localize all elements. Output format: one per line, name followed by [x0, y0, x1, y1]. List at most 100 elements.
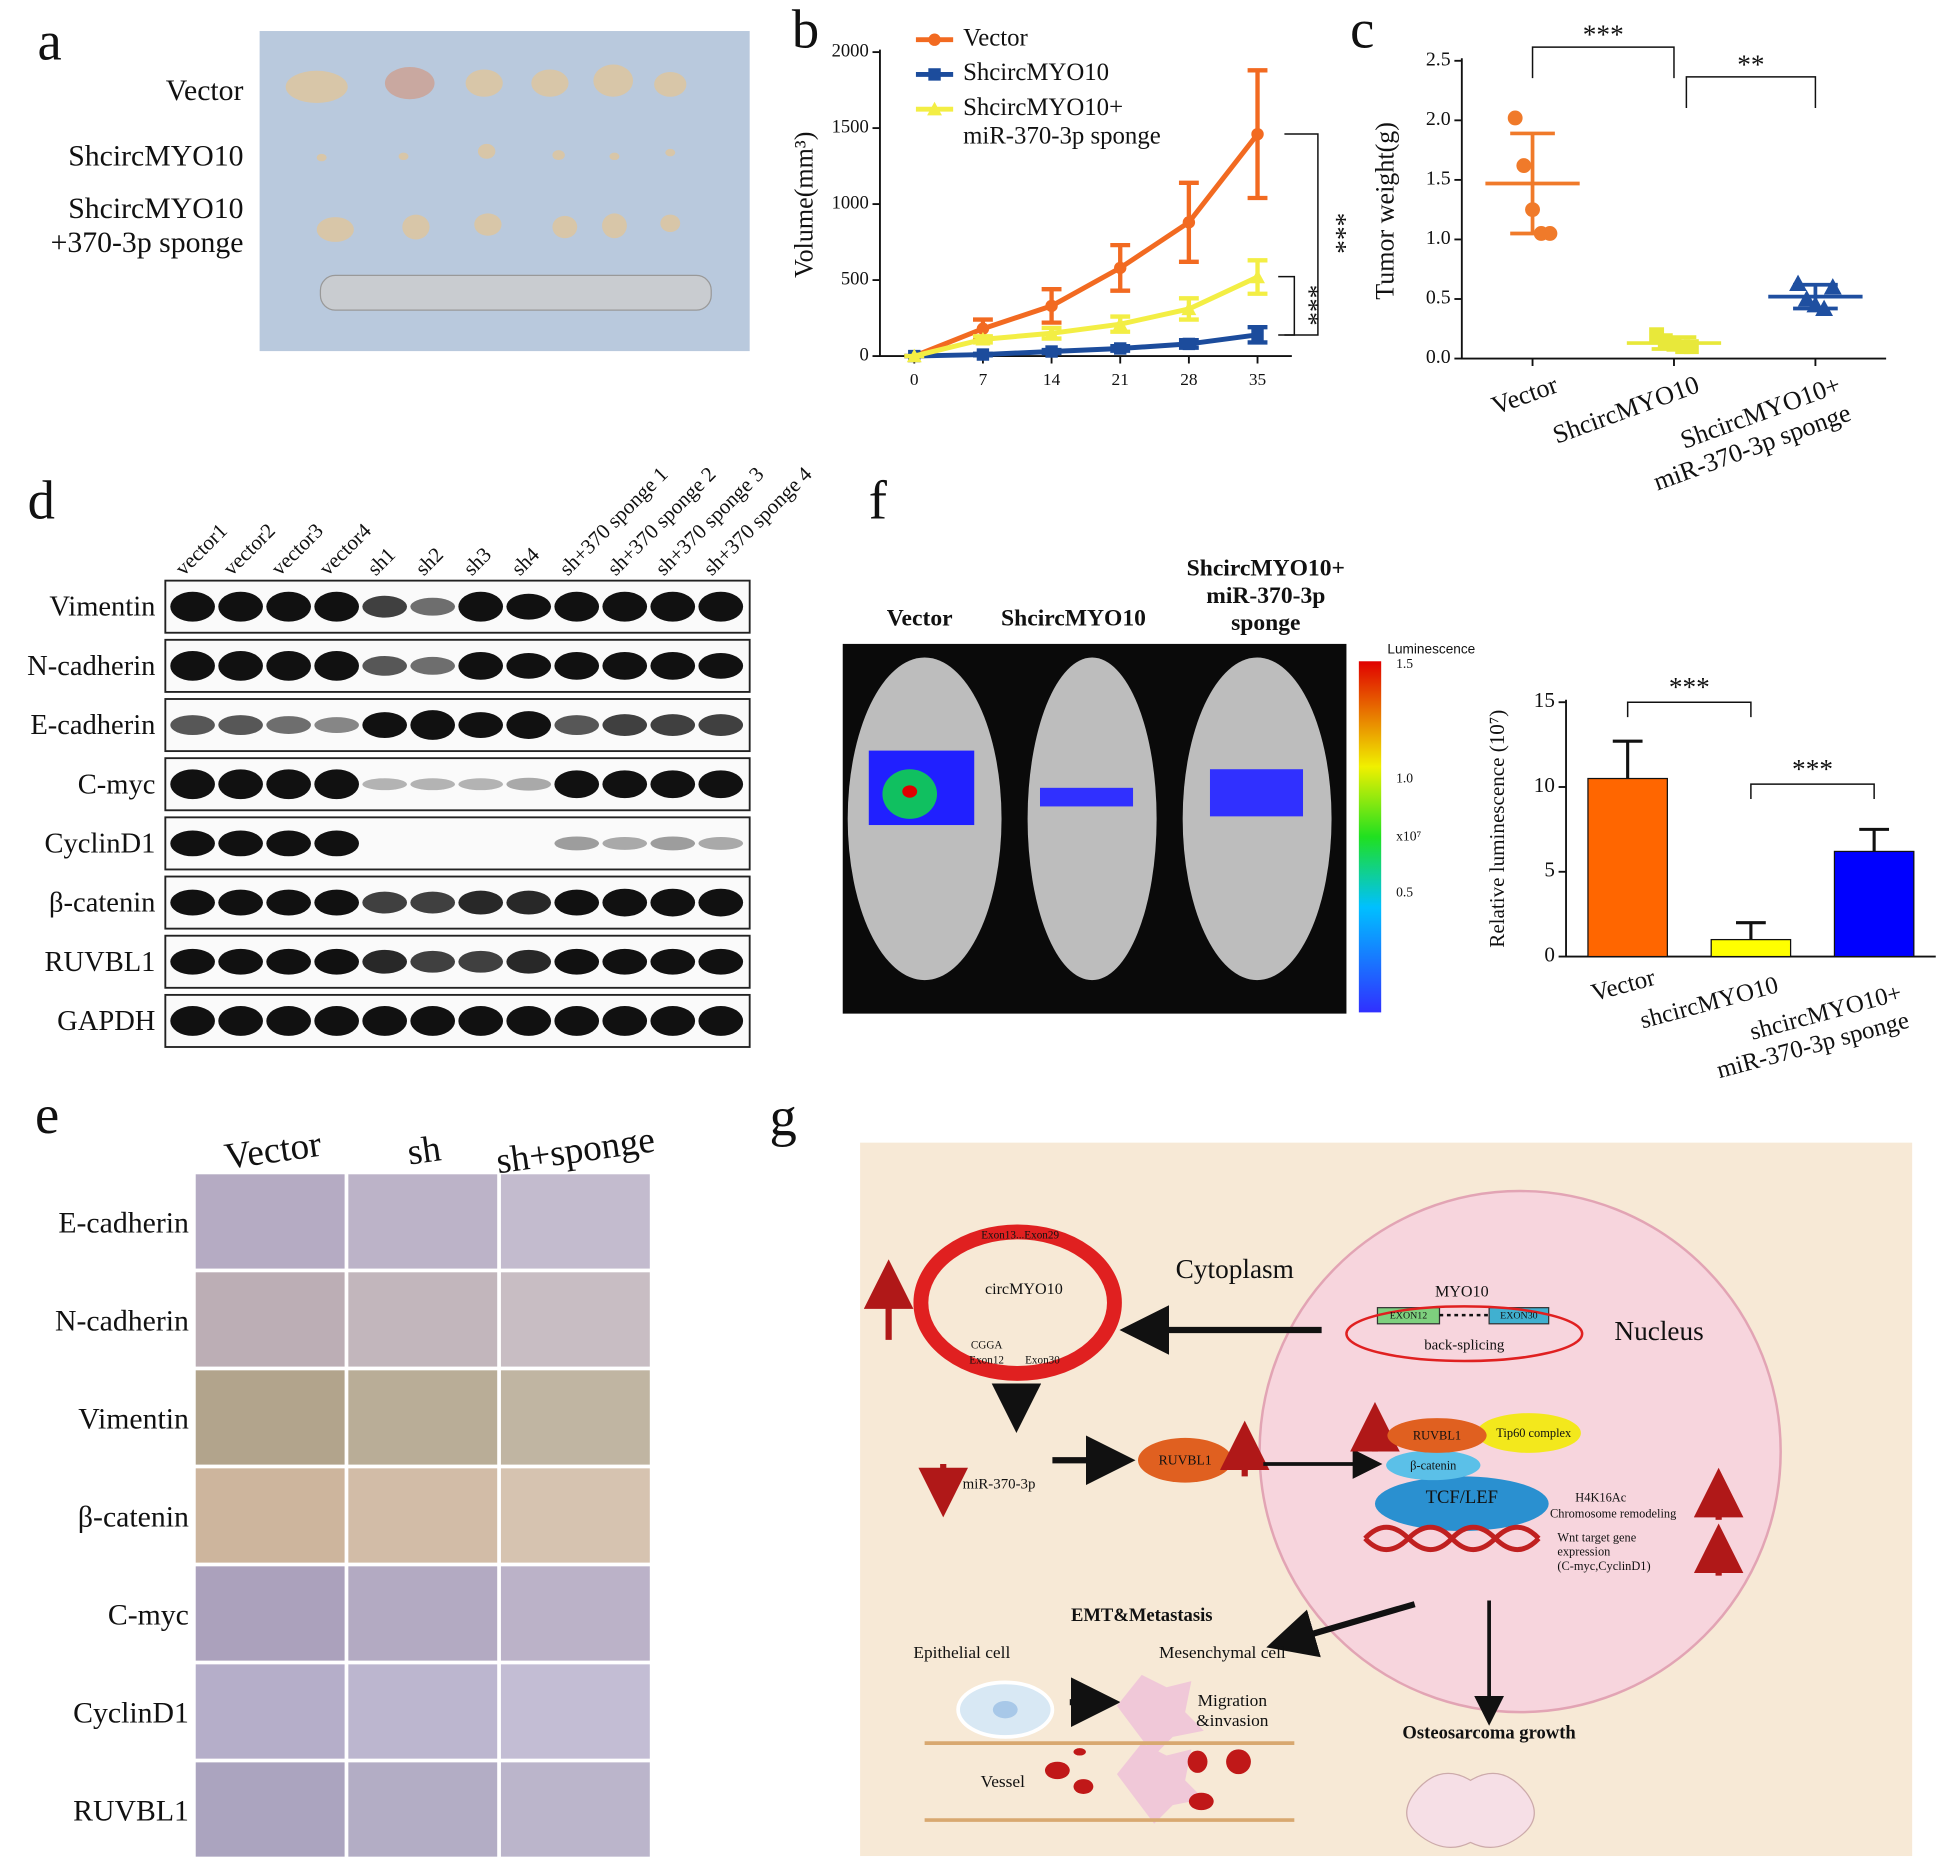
- y-tick-label: 1500: [832, 116, 869, 137]
- bracket: [1531, 46, 1675, 79]
- band: [266, 591, 311, 622]
- band: [362, 949, 408, 974]
- y-tick-label: 0: [1544, 942, 1555, 966]
- band: [698, 888, 744, 917]
- annotation: ***: [1669, 672, 1710, 702]
- circ-rna: [913, 1224, 1122, 1381]
- label: Wnt target gene expression (C-myc,CyclinD1…: [1557, 1530, 1650, 1573]
- band: [650, 770, 696, 799]
- annotation: **: [1737, 49, 1764, 79]
- ihc-tile: [347, 1369, 499, 1466]
- panel-label: a: [38, 11, 62, 72]
- band: [218, 948, 263, 975]
- text-line: miR-370-3p: [1206, 583, 1325, 609]
- marker: [1114, 261, 1127, 275]
- tumors: [285, 64, 687, 242]
- band: [266, 1006, 311, 1036]
- band: [218, 889, 263, 916]
- band: [314, 650, 359, 681]
- colorbar-unit: x10⁷: [1396, 829, 1421, 844]
- x-tick-label: Vector: [1588, 964, 1658, 1007]
- label: Migration &invasion: [1196, 1691, 1269, 1730]
- y-tick-label: 1.5: [1426, 167, 1451, 189]
- legend-label: ShcircMYO10+ miR-370-3p sponge: [963, 94, 1161, 150]
- protein-label: N-cadherin: [27, 651, 155, 682]
- band: [650, 1006, 696, 1036]
- marker: [1114, 342, 1127, 355]
- band: [698, 591, 744, 622]
- band: [458, 651, 504, 680]
- band: [602, 836, 648, 850]
- panel-label: b: [792, 0, 819, 59]
- band: [314, 948, 359, 975]
- band: [698, 836, 744, 850]
- ihc-tile: [499, 1369, 652, 1466]
- band: [410, 778, 456, 791]
- ihc-tile: [194, 1271, 346, 1368]
- bracket: [1278, 275, 1296, 336]
- band: [554, 889, 600, 916]
- band: [602, 651, 648, 680]
- text-line: +370-3p sponge: [51, 226, 244, 259]
- marker: [1112, 316, 1128, 331]
- y-tick-label: 2.0: [1426, 108, 1451, 130]
- panel-label: d: [28, 470, 55, 531]
- marker: [1045, 345, 1058, 358]
- band: [506, 777, 552, 791]
- label: Tip60 complex: [1496, 1426, 1572, 1440]
- annotation: ***: [1583, 19, 1624, 49]
- band: [314, 769, 359, 800]
- y-tick-label: 500: [841, 268, 869, 289]
- label: Mesenchymal cell: [1159, 1643, 1286, 1662]
- band: [650, 836, 696, 851]
- text-line: sponge: [1231, 610, 1300, 636]
- protein-label: GAPDH: [57, 1006, 155, 1037]
- marker: [1789, 274, 1807, 291]
- label: CGGA: [971, 1340, 1003, 1352]
- ihc-tile: [194, 1173, 346, 1270]
- band: [506, 711, 552, 739]
- marker: [1823, 278, 1842, 295]
- signal: [1209, 769, 1304, 817]
- label: EXON12: [1390, 1311, 1427, 1322]
- tcf-lef: [1374, 1476, 1549, 1531]
- band: [314, 830, 359, 857]
- band: [170, 889, 215, 916]
- y-tick-label: 0.0: [1426, 346, 1451, 368]
- label: RUVBL1: [1159, 1453, 1212, 1468]
- band: [458, 950, 504, 973]
- text-line: (C-myc,CyclinD1): [1557, 1559, 1650, 1573]
- band: [698, 1006, 744, 1036]
- y-tick-label: 2000: [832, 40, 869, 61]
- ihc-tile: [194, 1761, 346, 1858]
- y-tick-label: 0: [859, 344, 868, 365]
- band: [170, 948, 215, 975]
- bar: [1710, 938, 1792, 958]
- cell: [1116, 1743, 1204, 1824]
- band: [554, 836, 600, 851]
- marker: [976, 322, 990, 335]
- label: Epithelial cell: [913, 1643, 1010, 1662]
- protein-label: E-cadherin: [30, 710, 155, 741]
- ihc-tile: [499, 1761, 652, 1858]
- marker: [927, 101, 942, 116]
- band: [266, 830, 311, 857]
- marker: [1797, 290, 1816, 307]
- colorbar-tick: 1.5: [1396, 656, 1413, 671]
- band: [314, 717, 359, 733]
- band: [362, 712, 408, 738]
- marker: [1250, 269, 1265, 284]
- band: [650, 888, 696, 917]
- cell-nucleus: [992, 1700, 1018, 1719]
- series-line: [914, 332, 1258, 359]
- x-tick-label: 7: [979, 370, 988, 389]
- bracket: [1284, 133, 1319, 336]
- signal: [902, 785, 918, 798]
- band: [362, 655, 408, 676]
- blood-cells: [1044, 1748, 1251, 1811]
- band: [266, 889, 311, 916]
- chart-b: 0 500 1000 1500 2000 0 7 14 21 28 35 Volume(mm³) Vec…: [790, 24, 1352, 388]
- band: [170, 830, 215, 857]
- ihc-tile: [499, 1173, 652, 1270]
